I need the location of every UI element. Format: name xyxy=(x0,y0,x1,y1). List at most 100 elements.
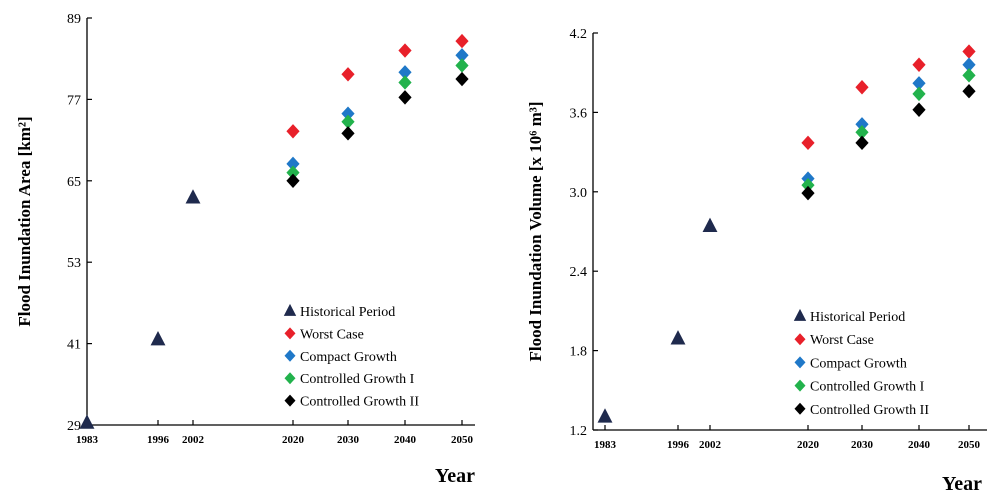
data-point-controlled-growth-i xyxy=(398,75,412,90)
x-tick-label: 2030 xyxy=(337,434,360,446)
x-axis-label: Year xyxy=(942,473,982,495)
data-point-worst-case xyxy=(912,57,926,72)
data-point-controlled-growth-i xyxy=(962,68,976,83)
data-point-compact-growth xyxy=(855,117,869,132)
data-point-controlled-growth-ii xyxy=(962,84,976,99)
series-compact-growth xyxy=(801,57,976,186)
x-tick-label: 1996 xyxy=(667,439,690,451)
chart-1: 29 41 53 65 77 89 1983 1996 2002 2020 2030 2040 2050… xyxy=(15,12,475,487)
x-tick-label: 1983 xyxy=(76,434,99,446)
data-point-compact-growth xyxy=(455,48,469,63)
y-tick-label: 3.6 xyxy=(570,106,588,121)
legend-label: Historical Period xyxy=(300,305,395,320)
series-compact-growth xyxy=(286,48,469,172)
y-tick-label: 77 xyxy=(67,93,81,108)
x-tick-label: 1983 xyxy=(594,439,617,451)
data-point-historical-period xyxy=(185,189,201,204)
x-tick-label: 2002 xyxy=(182,434,205,446)
series-historical-period xyxy=(597,217,718,423)
data-point-controlled-growth-i xyxy=(855,125,869,140)
data-point-controlled-growth-ii xyxy=(341,126,355,141)
data-point-controlled-growth-ii xyxy=(912,102,926,117)
y-axis-label: Flood Inundation Volume [x 10⁶ m³] xyxy=(526,101,545,361)
data-point-historical-period xyxy=(702,217,718,233)
data-point-worst-case xyxy=(962,44,976,59)
legend-label: Compact Growth xyxy=(810,356,907,371)
series-historical-period xyxy=(79,189,201,429)
data-point-compact-growth xyxy=(962,57,976,72)
data-point-worst-case xyxy=(341,67,355,82)
data-point-worst-case xyxy=(855,80,869,95)
legend-marker xyxy=(793,308,807,321)
data-point-controlled-growth-ii xyxy=(455,71,469,87)
legend-label: Controlled Growth II xyxy=(300,395,419,410)
legend-marker xyxy=(794,402,806,415)
x-tick-label: 2002 xyxy=(699,439,722,451)
data-point-worst-case xyxy=(286,124,300,139)
data-point-historical-period xyxy=(670,330,686,345)
data-point-controlled-growth-ii xyxy=(398,90,412,105)
x-tick-label: 2030 xyxy=(851,439,874,451)
data-point-controlled-growth-ii xyxy=(286,173,300,188)
y-tick-label: 2.4 xyxy=(570,265,588,280)
data-point-compact-growth xyxy=(341,106,355,121)
data-point-controlled-growth-i xyxy=(286,165,300,180)
data-point-controlled-growth-i xyxy=(912,86,926,102)
data-point-worst-case xyxy=(801,135,815,151)
series-worst-case xyxy=(286,33,469,139)
legend-label: Controlled Growth I xyxy=(810,380,925,395)
series-controlled-growth-i xyxy=(286,58,469,180)
y-tick-label: 4.2 xyxy=(570,27,588,42)
legend-label: Worst Case xyxy=(300,327,364,342)
data-point-compact-growth xyxy=(286,156,300,172)
x-tick-label: 2050 xyxy=(958,439,981,451)
y-tick-label: 1.2 xyxy=(570,424,588,439)
legend-marker xyxy=(284,394,296,407)
data-point-controlled-growth-ii xyxy=(855,135,869,151)
data-point-controlled-growth-i xyxy=(455,58,469,73)
legend-marker xyxy=(284,349,296,362)
data-point-worst-case xyxy=(398,43,412,58)
data-point-compact-growth xyxy=(398,65,412,80)
x-axis-label: Year xyxy=(435,465,475,487)
data-point-historical-period xyxy=(79,414,95,429)
data-point-worst-case xyxy=(455,33,469,49)
x-tick-label: 1996 xyxy=(147,434,170,446)
legend: Historical Period Worst Case Compact Growt… xyxy=(283,303,419,410)
legend-label: Controlled Growth II xyxy=(810,403,929,418)
y-axis-label: Flood Inundation Area [km²] xyxy=(15,116,34,326)
x-tick-label: 2040 xyxy=(908,439,931,451)
legend-label: Worst Case xyxy=(810,333,874,348)
series-controlled-growth-ii xyxy=(801,84,976,201)
y-tick-label: 41 xyxy=(67,338,81,353)
data-point-historical-period xyxy=(150,330,166,346)
legend-marker xyxy=(284,372,296,385)
legend-marker xyxy=(283,303,297,316)
legend-label: Controlled Growth I xyxy=(300,372,415,387)
legend-marker xyxy=(794,356,806,369)
data-point-controlled-growth-i xyxy=(341,114,355,129)
y-tick-label: 1.8 xyxy=(570,345,588,360)
data-point-controlled-growth-i xyxy=(801,177,815,193)
legend-marker xyxy=(794,333,806,346)
legend: Historical Period Worst Case Compact Growt… xyxy=(793,308,929,418)
series-controlled-growth-i xyxy=(801,68,976,193)
y-tick-label: 29 xyxy=(67,419,81,434)
chart-2: 1.2 1.8 2.4 3.0 3.6 4.2 1983 1996 2002 2020 2030 20… xyxy=(526,27,987,495)
series-controlled-growth-ii xyxy=(286,71,469,188)
data-point-compact-growth xyxy=(912,76,926,91)
y-tick-label: 89 xyxy=(67,12,81,27)
data-point-historical-period xyxy=(597,408,613,423)
data-point-controlled-growth-ii xyxy=(801,185,815,201)
x-tick-label: 2040 xyxy=(394,434,417,446)
legend-label: Historical Period xyxy=(810,310,905,325)
legend-marker xyxy=(284,327,296,340)
y-tick-label: 65 xyxy=(67,175,81,190)
x-tick-label: 2050 xyxy=(451,434,474,446)
series-worst-case xyxy=(801,44,976,151)
x-tick-label: 2020 xyxy=(282,434,305,446)
y-tick-label: 3.0 xyxy=(570,186,588,201)
x-tick-label: 2020 xyxy=(797,439,820,451)
y-tick-label: 53 xyxy=(67,256,81,271)
